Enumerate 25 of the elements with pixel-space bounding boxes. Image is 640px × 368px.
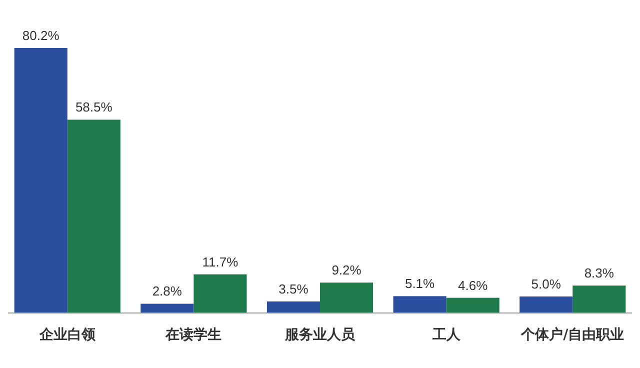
data-label: 58.5% (75, 100, 113, 115)
data-label: 11.7% (202, 254, 239, 270)
x-tick-label: 工人 (431, 327, 462, 343)
x-tick-label: 企业白领 (38, 327, 96, 343)
data-label: 5.0% (531, 276, 562, 292)
x-tick-label: 在读学生 (164, 327, 222, 343)
data-label: 3.5% (278, 281, 309, 296)
data-label: 9.2% (332, 262, 362, 278)
bar (520, 296, 573, 313)
bar (140, 304, 194, 313)
bar (393, 296, 446, 313)
x-tick-label: 服务业人员 (284, 327, 356, 343)
data-label: 8.3% (584, 266, 614, 281)
bar (194, 274, 247, 313)
bar (266, 301, 320, 313)
data-label: 80.2% (22, 28, 60, 43)
data-label: 2.8% (152, 284, 182, 299)
bar (320, 282, 374, 313)
bar (14, 48, 68, 313)
x-tick-label: 个体户/自由职业 (520, 326, 624, 343)
data-label: 4.6% (458, 278, 488, 293)
data-label: 5.1% (404, 276, 436, 292)
bar (572, 286, 626, 313)
bar (446, 298, 500, 313)
bar (67, 120, 120, 313)
